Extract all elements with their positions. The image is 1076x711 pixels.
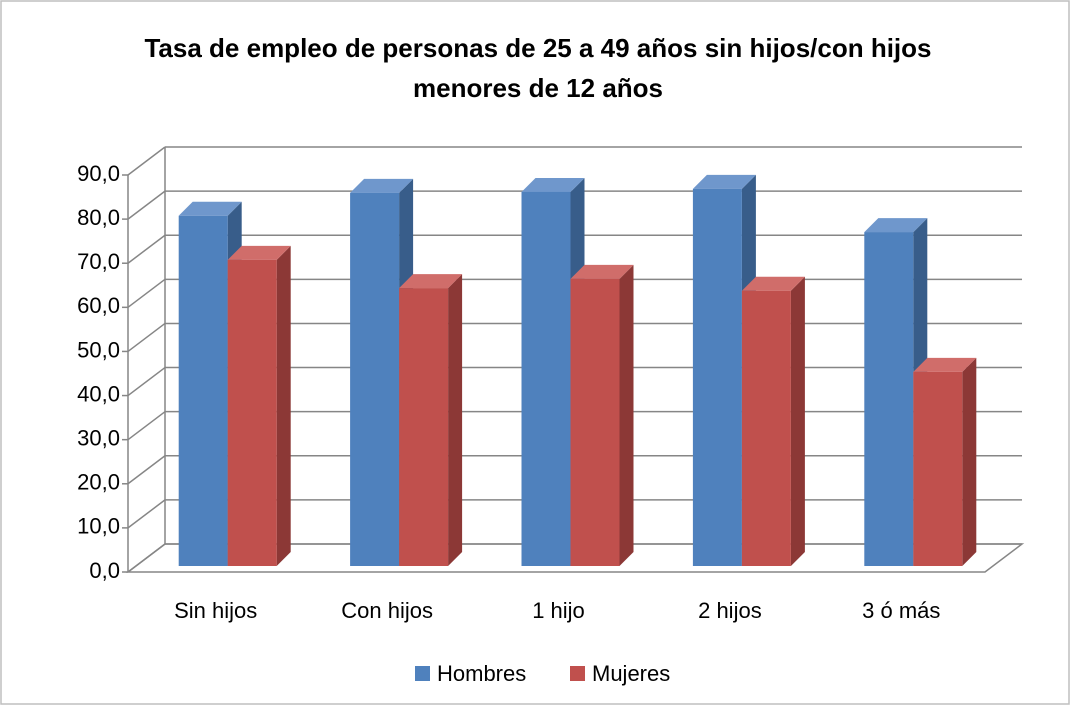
bar xyxy=(521,191,571,566)
y-tick-label: 0,0 xyxy=(89,558,120,583)
side-wall-line xyxy=(127,278,166,308)
bar-top xyxy=(692,174,756,189)
legend-swatch xyxy=(570,666,585,681)
bar-side xyxy=(962,357,977,566)
bar xyxy=(350,192,400,566)
side-wall-line xyxy=(127,190,166,220)
bar-top xyxy=(570,264,634,279)
x-tick-label: 1 hijo xyxy=(532,598,585,623)
y-tick-label: 90,0 xyxy=(77,161,120,186)
bar-top xyxy=(521,177,585,192)
bar-side xyxy=(276,245,291,566)
bar-side xyxy=(619,264,634,566)
x-tick-label: 2 hijos xyxy=(698,598,762,623)
bar xyxy=(864,232,914,566)
bar xyxy=(692,188,742,566)
x-tick-label: Con hijos xyxy=(341,598,433,623)
bar-side xyxy=(790,276,805,566)
bar xyxy=(178,215,228,566)
bar xyxy=(227,259,277,566)
side-wall-line xyxy=(127,366,166,397)
legend-label: Hombres xyxy=(437,661,526,686)
side-wall-line xyxy=(127,322,166,353)
y-tick-label: 50,0 xyxy=(77,337,120,362)
bar-top xyxy=(350,178,414,193)
chart-title: Tasa de empleo de personas de 25 a 49 añ… xyxy=(144,33,932,103)
bar-top xyxy=(741,276,805,291)
side-wall-line xyxy=(127,455,166,485)
y-tick-label: 30,0 xyxy=(77,425,120,450)
side-wall-line xyxy=(127,234,166,264)
legend-label: Mujeres xyxy=(592,661,670,686)
bar-top xyxy=(864,218,928,233)
side-wall-line xyxy=(127,543,166,573)
y-tick-label: 40,0 xyxy=(77,381,120,406)
bar-top xyxy=(178,201,242,216)
bar-side xyxy=(448,274,463,566)
bar-top xyxy=(227,245,291,260)
bar xyxy=(570,278,620,566)
side-wall-line xyxy=(127,411,166,441)
x-tick-label: Sin hijos xyxy=(174,598,257,623)
side-wall-line xyxy=(127,146,166,176)
bar-top xyxy=(399,274,463,289)
y-tick-label: 70,0 xyxy=(77,249,120,274)
y-tick-label: 20,0 xyxy=(77,470,120,495)
x-tick-label: 3 ó más xyxy=(862,598,940,623)
side-wall-line xyxy=(127,499,166,529)
y-tick-label: 10,0 xyxy=(77,514,120,539)
y-tick-label: 60,0 xyxy=(77,293,120,318)
bar xyxy=(913,371,963,566)
bar xyxy=(741,290,791,566)
bar xyxy=(399,288,449,566)
bar-top xyxy=(913,357,977,372)
y-tick-label: 80,0 xyxy=(77,205,120,230)
legend-swatch xyxy=(415,666,430,681)
